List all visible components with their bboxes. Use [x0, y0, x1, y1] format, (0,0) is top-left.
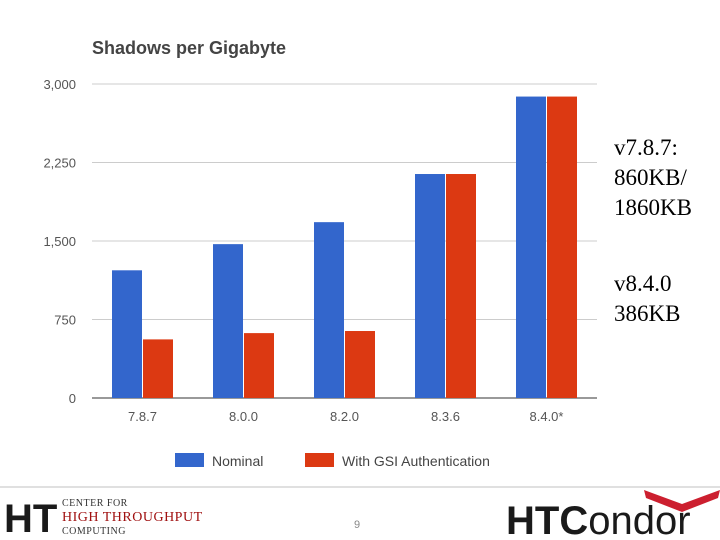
bar-gsi	[244, 333, 274, 398]
y-tick-label: 1,500	[43, 234, 76, 249]
condor-wing-icon	[644, 490, 720, 512]
x-tick-label: 8.4.0*	[530, 409, 564, 424]
legend-label: With GSI Authentication	[342, 453, 490, 469]
chtc-line2: HIGH THROUGHPUT	[62, 510, 203, 525]
axes: 0 750 1,500 2,250 3,000 7.8.7 8.0.0 8.2.0 8.3.6 8…	[43, 77, 563, 424]
chtc-line3: COMPUTING	[62, 526, 126, 537]
x-tick-label: 7.8.7	[128, 409, 157, 424]
chtc-line1: CENTER FOR	[62, 498, 128, 509]
htcondor-logo-bold: HTC	[506, 499, 588, 540]
bar-gsi	[345, 331, 375, 398]
bar-nominal	[415, 174, 445, 398]
svg-text:HTCondor: HTCondor	[506, 499, 691, 540]
bar-nominal	[314, 222, 344, 398]
y-tick-label: 0	[69, 391, 76, 406]
y-tick-label: 750	[54, 313, 76, 328]
ht-logo-mark: HT	[4, 497, 57, 536]
legend-label: Nominal	[212, 453, 263, 469]
legend-swatch	[175, 453, 204, 467]
ht-logo-letters: HT	[4, 497, 57, 536]
y-tick-label: 2,250	[43, 156, 76, 171]
page-number: 9	[354, 519, 361, 531]
bar-nominal	[213, 244, 243, 398]
x-tick-label: 8.3.6	[431, 409, 460, 424]
htcondor-logo: HTCondor	[506, 490, 720, 540]
bar-gsi	[143, 339, 173, 398]
bar-gsi	[547, 96, 577, 398]
legend-swatch	[305, 453, 334, 467]
y-tick-label: 3,000	[43, 77, 76, 92]
grid	[92, 83, 597, 399]
legend: Nominal With GSI Authentication	[175, 453, 490, 469]
bar-gsi	[446, 174, 476, 398]
chtc-wordmark: CENTER FOR HIGH THROUGHPUT COMPUTING	[62, 498, 203, 538]
annotation-v787: v7.8.7: 860KB/ 1860KB	[614, 135, 692, 220]
bar-nominal	[112, 270, 142, 398]
annotation-v840: v8.4.0 386KB	[614, 271, 681, 326]
chart: Shadows per Gigabyte 0 750 1,500 2,250 3,000…	[43, 38, 597, 469]
bars	[112, 96, 577, 398]
x-tick-label: 8.0.0	[229, 409, 258, 424]
footer-divider	[0, 486, 720, 488]
chart-title: Shadows per Gigabyte	[92, 38, 286, 58]
x-tick-label: 8.2.0	[330, 409, 359, 424]
bar-nominal	[516, 96, 546, 398]
